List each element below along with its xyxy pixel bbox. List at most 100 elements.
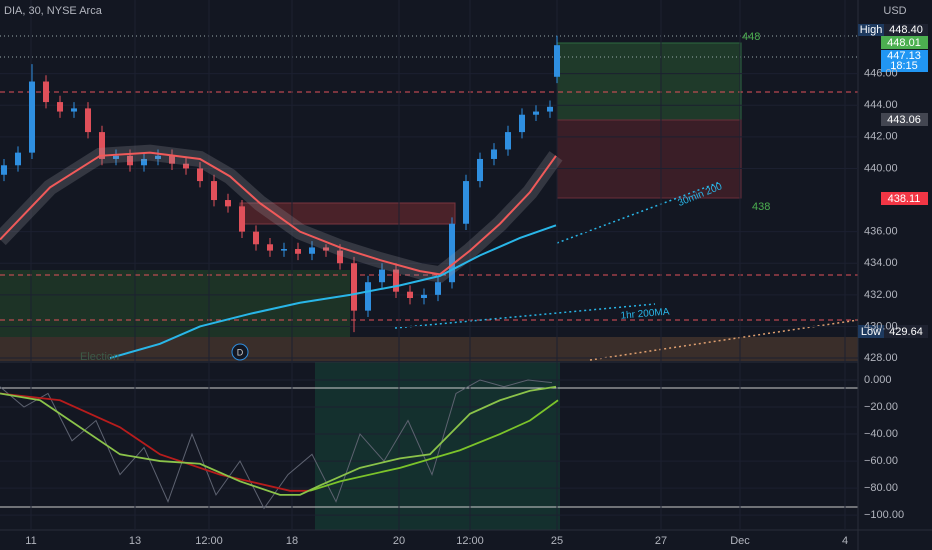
price-tag: High bbox=[860, 24, 883, 36]
y-tick-label: −20.00 bbox=[864, 401, 898, 413]
candle-body bbox=[505, 132, 511, 150]
candle-body bbox=[295, 249, 301, 254]
candle-body bbox=[225, 200, 231, 207]
candle-body bbox=[57, 102, 63, 112]
y-tick-label: −40.00 bbox=[864, 428, 898, 440]
candle-body bbox=[197, 168, 203, 182]
candle-body bbox=[183, 163, 189, 169]
y-tick-label: −80.00 bbox=[864, 482, 898, 494]
tag-bg bbox=[884, 24, 928, 36]
target-label: 448 bbox=[742, 31, 760, 43]
tag-bg bbox=[881, 192, 928, 205]
x-tick-label: 13 bbox=[129, 535, 141, 547]
candle-body bbox=[477, 158, 483, 182]
y-tick-label: 428.00 bbox=[864, 352, 898, 364]
candle-body bbox=[463, 181, 469, 224]
y-tick-label: −100.00 bbox=[864, 509, 904, 521]
indicator-line bbox=[309, 399, 559, 492]
tag-bg bbox=[881, 113, 928, 126]
x-tick-label: 11 bbox=[25, 535, 36, 547]
y-tick-label: 0.000 bbox=[864, 374, 892, 386]
indicator-line bbox=[0, 385, 557, 496]
price-tag: 448.01 bbox=[887, 37, 921, 49]
y-tick-label: 446.00 bbox=[864, 68, 898, 80]
candle-body bbox=[169, 155, 175, 164]
candle-body bbox=[533, 111, 539, 115]
candle-body bbox=[519, 114, 525, 133]
candle-body bbox=[43, 81, 49, 103]
event-label[interactable]: D bbox=[237, 347, 244, 357]
price-tag: 429.64 bbox=[889, 326, 923, 338]
stop-label: 438 bbox=[752, 201, 770, 213]
x-tick-label: 20 bbox=[393, 535, 405, 547]
target-zone bbox=[556, 42, 742, 121]
y-tick-label: 430.00 bbox=[864, 320, 898, 332]
y-tick-label: 434.00 bbox=[864, 257, 898, 269]
band bbox=[0, 337, 858, 361]
y-tick-label: 442.00 bbox=[864, 131, 898, 143]
symbol-title: DIA, 30, NYSE Arca bbox=[4, 5, 103, 17]
price-tag: 447.13 bbox=[887, 50, 921, 62]
indicator-line bbox=[0, 379, 553, 510]
candle-body bbox=[547, 106, 553, 112]
candle-body bbox=[449, 223, 455, 283]
currency: USD bbox=[883, 5, 906, 17]
candle-body bbox=[267, 244, 273, 251]
tag-bg bbox=[858, 24, 884, 36]
candle-body bbox=[1, 165, 7, 175]
tag-bg bbox=[858, 325, 884, 338]
price-tag: Low bbox=[861, 326, 881, 338]
candle-body bbox=[281, 249, 287, 251]
moving-average bbox=[109, 224, 557, 360]
x-tick-label: 12:00 bbox=[195, 535, 223, 547]
candle-body bbox=[351, 263, 357, 311]
candle-body bbox=[155, 155, 161, 159]
candle-body bbox=[337, 250, 343, 264]
price-tag: 448.40 bbox=[889, 24, 923, 36]
tag-bg bbox=[884, 325, 928, 338]
moving-average bbox=[0, 151, 557, 276]
candle-body bbox=[29, 81, 35, 153]
price-tag: 443.06 bbox=[887, 114, 921, 126]
candle-body bbox=[127, 155, 133, 166]
candle-body bbox=[491, 149, 497, 159]
countdown: 18:15 bbox=[890, 60, 918, 72]
indicator-line bbox=[0, 392, 310, 492]
tag-bg bbox=[881, 36, 928, 49]
ma-label: 1hr 200MA bbox=[620, 307, 670, 322]
candle-body bbox=[141, 158, 147, 166]
candle-body bbox=[365, 282, 371, 311]
candle-body bbox=[554, 45, 560, 77]
candle-body bbox=[15, 152, 21, 166]
y-tick-label: 440.00 bbox=[864, 162, 898, 174]
candle-body bbox=[71, 108, 77, 112]
candle-body bbox=[407, 291, 413, 299]
tag-bg bbox=[881, 50, 928, 72]
x-tick-label: 25 bbox=[551, 535, 563, 547]
election-label: Election bbox=[80, 351, 119, 363]
candle-body bbox=[379, 269, 385, 283]
candle-body bbox=[113, 155, 119, 159]
x-tick-label: Dec bbox=[730, 535, 750, 547]
candle-body bbox=[309, 247, 315, 254]
y-tick-label: 436.00 bbox=[864, 226, 898, 238]
candle-body bbox=[421, 294, 427, 299]
stop-zone bbox=[556, 119, 742, 199]
candle-body bbox=[85, 108, 91, 133]
projection bbox=[556, 181, 721, 244]
candle-body bbox=[99, 132, 105, 159]
x-tick-label: 27 bbox=[655, 535, 667, 547]
projection bbox=[394, 303, 656, 329]
candle-body bbox=[211, 181, 217, 201]
event-icon[interactable] bbox=[231, 343, 249, 361]
y-tick-label: −60.00 bbox=[864, 455, 898, 467]
x-tick-label: 18 bbox=[286, 535, 298, 547]
candle-body bbox=[393, 269, 399, 292]
price-tag: 438.11 bbox=[888, 193, 921, 205]
x-tick-label: 4 bbox=[842, 535, 848, 547]
candle-body bbox=[323, 247, 329, 251]
candle-body bbox=[253, 231, 259, 245]
candle-body bbox=[435, 282, 441, 295]
